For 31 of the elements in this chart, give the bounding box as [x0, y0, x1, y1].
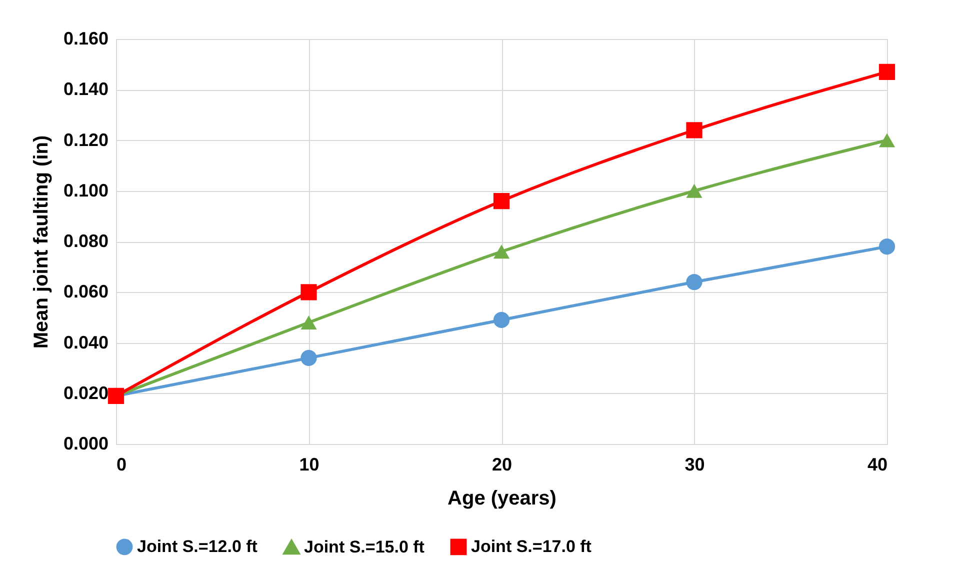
- point: [878, 238, 896, 255]
- point: [493, 192, 510, 210]
- y-tick-label: 0.040: [63, 332, 108, 352]
- y-axis-title: Mean joint faulting (in): [30, 135, 52, 349]
- x-tick-label: 30: [684, 454, 705, 474]
- y-tick-label: 0.140: [63, 79, 108, 100]
- y-tick-label: 0.160: [63, 28, 108, 48]
- point: [878, 133, 896, 148]
- legend-label: Joint S.=15.0 ft: [304, 537, 425, 556]
- point: [300, 316, 317, 330]
- y-tick-label: 0.120: [63, 130, 108, 150]
- y-tick-label: 0.060: [63, 282, 108, 302]
- point: [300, 284, 317, 300]
- x-axis-title: Age (years): [448, 488, 556, 510]
- legend-label: Joint S.=17.0 ft: [471, 536, 592, 556]
- point: [300, 350, 317, 366]
- y-tick-label: 0.100: [63, 180, 108, 200]
- point: [878, 64, 896, 80]
- point: [686, 184, 702, 198]
- point: [686, 274, 702, 290]
- y-tick-label: 0.000: [63, 434, 108, 454]
- x-tick-label: 20: [492, 454, 512, 474]
- x-tick-label: 40: [867, 454, 888, 474]
- legend-label: Joint S.=12.0 ft: [137, 536, 258, 556]
- x-tick-label: 0: [116, 454, 127, 474]
- y-tick-label: 0.080: [63, 231, 108, 251]
- point: [493, 312, 510, 328]
- x-tick-label: 10: [299, 454, 320, 474]
- y-tick-label: 0.020: [63, 382, 108, 403]
- point: [493, 244, 510, 259]
- point: [686, 122, 702, 138]
